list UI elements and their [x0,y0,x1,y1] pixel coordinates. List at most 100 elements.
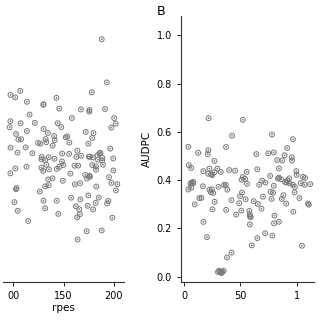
Point [69,116,75,121]
Point [59,159,64,164]
Point [276,176,281,181]
Point [46,177,51,182]
Point [266,151,271,156]
Point [239,208,244,213]
Point [46,177,51,182]
Point [240,174,245,180]
Point [208,190,213,195]
Point [8,171,13,176]
Point [291,137,296,142]
Point [255,201,260,206]
Point [90,155,95,160]
Point [106,198,111,204]
Point [39,155,44,160]
Point [93,164,99,169]
Point [24,164,29,169]
Point [215,269,220,275]
Point [191,181,196,186]
Point [205,171,211,176]
Point [243,176,248,181]
Point [84,176,90,181]
Point [72,182,77,187]
Point [68,171,73,176]
Point [39,157,44,162]
Point [41,102,46,107]
Point [112,116,117,121]
Point [259,206,264,211]
Point [249,243,254,248]
Point [107,175,112,180]
Point [87,108,92,113]
Point [8,145,13,150]
Point [50,176,55,181]
Point [276,175,282,180]
Point [8,171,13,176]
Point [87,173,92,178]
Point [109,180,114,186]
Point [201,169,206,174]
Point [186,163,191,168]
Point [289,155,294,160]
Point [263,180,268,185]
Point [271,183,276,188]
Point [24,99,29,104]
Point [56,211,61,216]
Point [104,80,109,85]
Point [290,182,295,187]
Point [46,183,51,188]
Point [206,116,211,121]
Y-axis label: AUDPC: AUDPC [142,131,152,167]
Point [57,164,62,169]
Point [217,268,222,273]
Point [61,163,66,168]
Point [77,207,82,212]
Point [43,157,48,163]
Point [188,165,194,171]
Point [189,180,194,185]
Point [100,155,105,160]
Point [306,202,311,207]
Point [285,178,290,183]
Point [41,102,46,107]
Point [95,157,100,162]
Point [291,137,296,142]
Point [52,156,57,161]
Point [99,37,104,42]
Point [78,197,83,202]
Point [91,207,96,212]
Point [217,268,222,273]
Point [243,176,248,181]
Point [24,164,29,169]
Point [271,221,276,226]
Point [237,194,243,199]
Point [46,155,51,160]
Point [46,167,52,172]
Point [260,178,265,183]
Point [192,202,197,207]
Point [188,181,193,187]
Point [43,157,48,163]
Point [109,180,114,186]
Point [210,207,215,212]
Point [84,176,90,181]
Point [287,176,292,181]
Point [83,129,88,134]
Point [270,190,276,196]
Point [279,177,284,182]
Point [221,268,226,273]
Point [63,135,68,140]
Point [224,255,229,260]
Point [32,120,37,125]
Point [50,176,55,181]
Point [78,197,83,202]
Point [197,196,202,201]
Point [86,141,91,146]
Point [55,121,60,126]
Point [46,155,51,160]
Point [54,166,59,172]
Point [191,179,196,184]
Point [275,157,280,163]
Point [26,218,31,223]
Point [272,213,277,218]
Point [186,144,191,149]
